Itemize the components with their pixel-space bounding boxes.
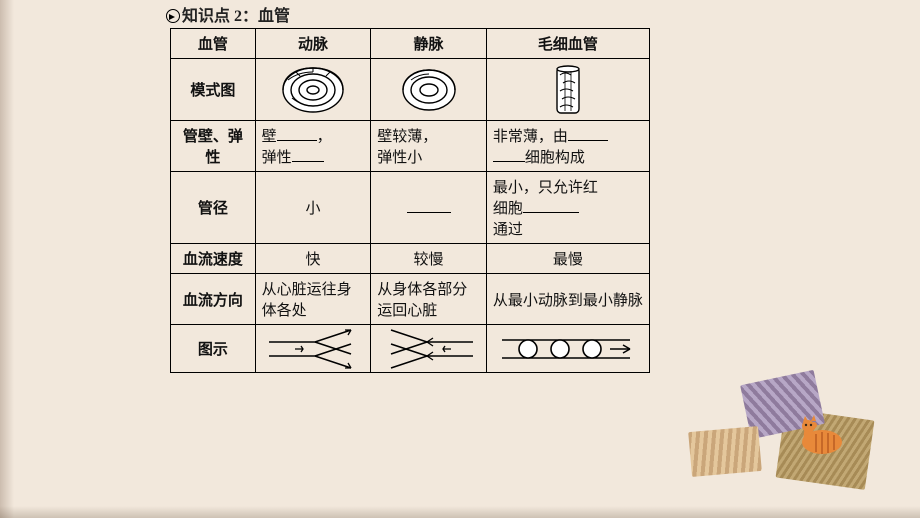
cell-schema-capillary bbox=[486, 325, 649, 373]
col-head-capillary: 毛细血管 bbox=[486, 29, 649, 59]
row-label-direction: 血流方向 bbox=[171, 274, 256, 325]
cell-wall-capillary: 非常薄，由 细胞构成 bbox=[486, 121, 649, 172]
cell-schema-vein bbox=[371, 325, 487, 373]
row-label-schema: 图示 bbox=[171, 325, 256, 373]
row-label-wall: 管壁、弹性 bbox=[171, 121, 256, 172]
blank bbox=[407, 198, 451, 213]
artery-flow-icon bbox=[265, 328, 361, 370]
worksheet-page: 知识点 2：血管 血管 动脉 静脉 毛细血管 模式图 bbox=[170, 2, 650, 373]
row-schema: 图示 bbox=[171, 325, 650, 373]
fabric-patch-icon bbox=[740, 370, 825, 439]
cell-wall-artery: 壁， 弹性 bbox=[255, 121, 371, 172]
cell-speed-vein: 较慢 bbox=[371, 244, 487, 274]
col-head-artery: 动脉 bbox=[255, 29, 371, 59]
row-label-diagram: 模式图 bbox=[171, 59, 256, 121]
table-header-row: 血管 动脉 静脉 毛细血管 bbox=[171, 29, 650, 59]
blank bbox=[493, 147, 525, 162]
capillary-flow-icon bbox=[498, 329, 638, 369]
cell-diagram-artery bbox=[255, 59, 371, 121]
row-diameter: 管径 小 最小，只允许红 细胞 通过 bbox=[171, 172, 650, 244]
cell-diameter-capillary: 最小，只允许红 细胞 通过 bbox=[486, 172, 649, 244]
blank bbox=[568, 126, 608, 141]
cat-icon bbox=[788, 412, 848, 456]
capillary-cross-section-icon bbox=[551, 63, 585, 117]
cell-wall-vein: 壁较薄， 弹性小 bbox=[371, 121, 487, 172]
section-heading: 知识点 2：血管 bbox=[166, 2, 650, 26]
vein-flow-icon bbox=[381, 328, 477, 370]
row-label-diameter: 管径 bbox=[171, 172, 256, 244]
blank bbox=[523, 198, 579, 213]
blank bbox=[292, 147, 324, 162]
row-direction: 血流方向 从心脏运往身体各处 从身体各部分运回心脏 从最小动脉到最小静脉 bbox=[171, 274, 650, 325]
heading-title: 血管 bbox=[258, 8, 290, 25]
col-head-rowhead: 血管 bbox=[171, 29, 256, 59]
blood-vessel-table: 血管 动脉 静脉 毛细血管 模式图 bbox=[170, 28, 650, 373]
row-label-speed: 血流速度 bbox=[171, 244, 256, 274]
cell-direction-capillary: 从最小动脉到最小静脉 bbox=[486, 274, 649, 325]
cell-diagram-capillary bbox=[486, 59, 649, 121]
blank bbox=[277, 126, 317, 141]
cell-direction-vein: 从身体各部分运回心脏 bbox=[371, 274, 487, 325]
row-wall: 管壁、弹性 壁， 弹性 壁较薄， 弹性小 非常薄，由 细胞构成 bbox=[171, 121, 650, 172]
heading-prefix: 知识点 2： bbox=[182, 8, 258, 25]
cell-diameter-artery: 小 bbox=[255, 172, 371, 244]
artery-cross-section-icon bbox=[278, 62, 348, 118]
cell-diameter-vein bbox=[371, 172, 487, 244]
fabric-patch-icon bbox=[688, 426, 762, 477]
fabric-patch-icon bbox=[776, 408, 875, 490]
row-diagram: 模式图 bbox=[171, 59, 650, 121]
cell-schema-artery bbox=[255, 325, 371, 373]
decorative-corner bbox=[670, 352, 880, 492]
bullet-icon bbox=[166, 9, 180, 23]
cell-direction-artery: 从心脏运往身体各处 bbox=[255, 274, 371, 325]
cell-speed-artery: 快 bbox=[255, 244, 371, 274]
cell-speed-capillary: 最慢 bbox=[486, 244, 649, 274]
row-speed: 血流速度 快 较慢 最慢 bbox=[171, 244, 650, 274]
col-head-vein: 静脉 bbox=[371, 29, 487, 59]
cell-diagram-vein bbox=[371, 59, 487, 121]
vein-cross-section-icon bbox=[397, 63, 461, 117]
